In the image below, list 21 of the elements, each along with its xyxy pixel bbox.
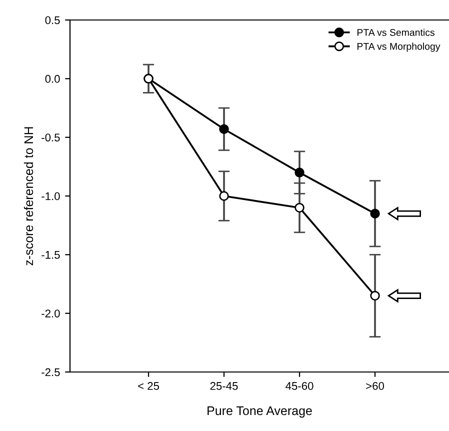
y-tick-label: -1.5 (42, 251, 60, 259)
x-axis-title: Pure Tone Average (208, 406, 312, 418)
y-tick-label: 0.0 (45, 74, 60, 83)
point (219, 124, 229, 134)
legend-label: PTA vs Semantics (357, 28, 434, 36)
y-tick-label: 0.5 (45, 16, 60, 24)
y-tick-label: -2.0 (42, 310, 60, 318)
point (219, 191, 229, 201)
y-axis-title: z-score referenced to NH (24, 127, 34, 266)
y-tick-label: -0.5 (42, 134, 60, 142)
x-tick-label: 25-45 (210, 382, 238, 390)
x-tick-label: >60 (366, 382, 384, 390)
y-tick-label: -1.0 (42, 192, 60, 200)
point (370, 208, 380, 218)
point (294, 168, 304, 178)
x-tick-label: < 25 (138, 382, 160, 390)
x-tick-label: 45-60 (286, 382, 314, 390)
point (294, 202, 304, 213)
point (370, 290, 380, 301)
y-tick-label: -2.5 (42, 368, 60, 376)
legend-label: PTA vs Morphology (357, 42, 440, 52)
